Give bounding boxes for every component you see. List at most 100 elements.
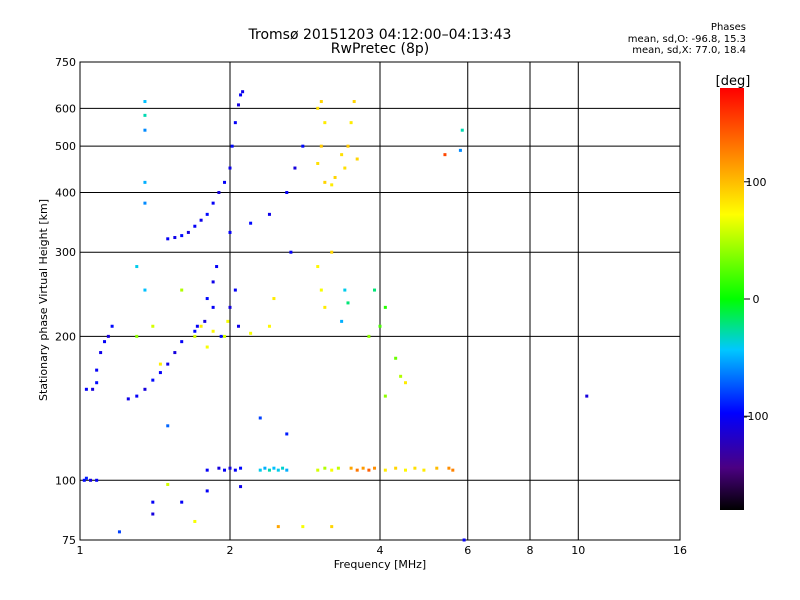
- data-point: [143, 387, 147, 391]
- data-point: [352, 100, 356, 104]
- phases-stats-o: mean, sd,O: -96.8, 15.3: [627, 34, 746, 45]
- data-point: [330, 250, 334, 254]
- x-tick-label: 2: [227, 544, 234, 557]
- y-axis-label: Stationary phase Virtual Height [km]: [37, 199, 50, 401]
- data-point: [330, 525, 334, 529]
- data-point: [143, 201, 147, 205]
- data-point: [330, 468, 334, 472]
- y-tick-label: 500: [55, 140, 76, 153]
- data-point: [173, 236, 177, 240]
- data-point: [343, 166, 347, 170]
- y-tick-label: 400: [55, 186, 76, 199]
- data-point: [323, 121, 327, 125]
- data-point: [323, 180, 327, 184]
- data-point: [211, 329, 215, 333]
- data-point: [143, 113, 147, 117]
- data-point: [95, 381, 99, 385]
- data-point: [399, 374, 403, 378]
- data-point: [106, 334, 110, 338]
- data-point: [91, 387, 95, 391]
- data-point: [239, 485, 243, 489]
- data-point: [403, 381, 407, 385]
- data-point: [330, 183, 334, 187]
- data-point: [110, 324, 114, 328]
- phases-stats-x: mean, sd,X: 77.0, 18.4: [632, 45, 746, 56]
- data-point: [422, 468, 426, 472]
- data-point: [205, 468, 209, 472]
- data-point: [267, 468, 271, 472]
- colorbar-tick-label: -100: [744, 410, 769, 423]
- data-point: [236, 103, 240, 107]
- data-point: [228, 305, 232, 309]
- data-point: [117, 530, 121, 534]
- data-point: [585, 394, 589, 398]
- data-point: [223, 180, 227, 184]
- data-point: [193, 329, 197, 333]
- data-point: [460, 128, 464, 132]
- data-point: [180, 288, 184, 292]
- data-point: [316, 468, 320, 472]
- data-point: [361, 466, 365, 470]
- data-point: [340, 319, 344, 323]
- x-tick-label: 8: [527, 544, 534, 557]
- data-point: [447, 466, 451, 470]
- x-tick-label: 6: [464, 544, 471, 557]
- data-points: [82, 90, 589, 542]
- data-point: [458, 148, 462, 152]
- data-point: [215, 265, 219, 269]
- data-point: [180, 234, 184, 238]
- data-point: [276, 468, 280, 472]
- data-point: [285, 190, 289, 194]
- data-point: [355, 157, 359, 161]
- data-point: [199, 218, 203, 222]
- phases-stats-label: Phases: [710, 22, 746, 33]
- data-point: [233, 121, 237, 125]
- data-point: [135, 394, 139, 398]
- data-point: [316, 161, 320, 165]
- data-point: [217, 466, 221, 470]
- data-point: [319, 288, 323, 292]
- data-point: [323, 466, 327, 470]
- data-point: [355, 468, 359, 472]
- data-point: [343, 288, 347, 292]
- data-point: [233, 288, 237, 292]
- data-point: [135, 265, 139, 269]
- data-point: [281, 466, 285, 470]
- data-point: [316, 265, 320, 269]
- data-point: [193, 519, 197, 523]
- colorbar: [720, 88, 744, 510]
- data-point: [239, 466, 243, 470]
- data-point: [258, 468, 262, 472]
- data-point: [193, 334, 197, 338]
- data-point: [289, 250, 293, 254]
- data-point: [211, 305, 215, 309]
- data-point: [367, 468, 371, 472]
- y-tick-label: 750: [55, 56, 76, 69]
- data-point: [226, 319, 230, 323]
- data-point: [205, 297, 209, 301]
- data-point: [383, 468, 387, 472]
- data-point: [217, 190, 221, 194]
- data-point: [143, 288, 147, 292]
- data-point: [249, 221, 253, 225]
- y-tick-label: 100: [55, 474, 76, 487]
- data-point: [451, 468, 455, 472]
- grid-lines: [80, 62, 680, 540]
- data-point: [346, 144, 350, 148]
- data-point: [158, 371, 162, 375]
- data-point: [236, 324, 240, 328]
- colorbar-tick-label: 0: [753, 293, 760, 306]
- data-point: [272, 297, 276, 301]
- data-point: [233, 468, 237, 472]
- data-point: [462, 538, 466, 542]
- data-point: [373, 288, 377, 292]
- data-point: [228, 230, 232, 234]
- data-point: [143, 180, 147, 184]
- data-point: [301, 525, 305, 529]
- data-point: [285, 468, 289, 472]
- data-point: [301, 144, 305, 148]
- data-point: [367, 334, 371, 338]
- data-point: [99, 351, 103, 355]
- data-point: [394, 466, 398, 470]
